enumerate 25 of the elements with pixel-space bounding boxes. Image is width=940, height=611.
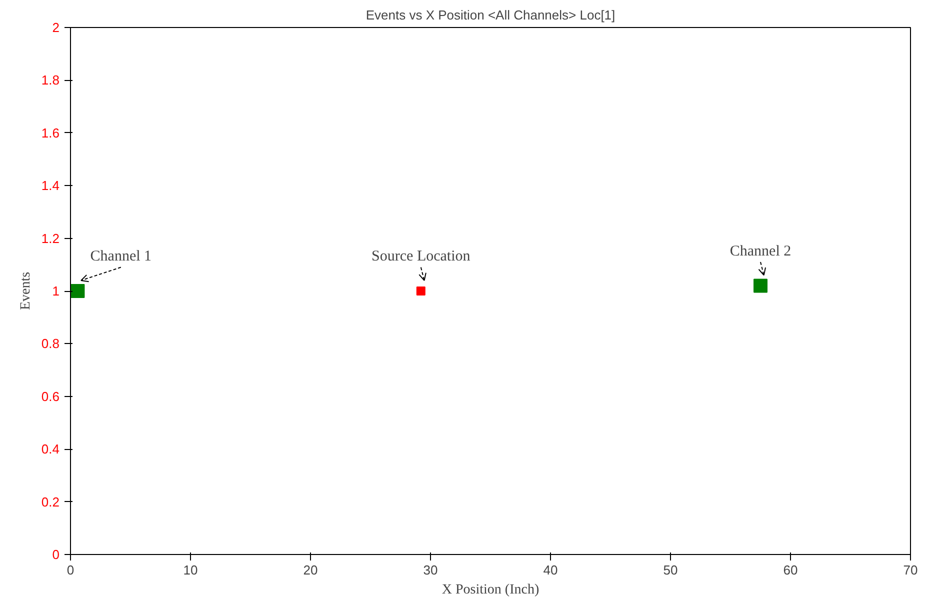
x-tick-label: 10 <box>183 562 198 578</box>
y-tick-label: 0.4 <box>41 442 60 457</box>
y-tick-label: 1.4 <box>41 178 60 194</box>
y-tick-label: 1.8 <box>41 72 60 88</box>
x-tick-label: 70 <box>903 562 918 578</box>
x-tick-label: 0 <box>66 562 74 578</box>
y-tick-label: 0 <box>52 547 60 562</box>
y-tick-label: 1 <box>52 284 60 298</box>
y-tick-label: 1.2 <box>41 230 60 246</box>
annotation: Source Location <box>372 248 471 265</box>
y-tick-label: 2 <box>52 20 60 35</box>
x-tick-label: 40 <box>543 562 558 578</box>
x-tick-label: 20 <box>303 562 318 578</box>
y-tick-label: 0.2 <box>41 494 60 510</box>
y-tick-label: 0.8 <box>41 336 60 352</box>
chart-title: Events vs X Position <All Channels> Loc[1] <box>366 8 616 22</box>
annotation: Channel 1 <box>90 248 152 265</box>
annotation: Channel 2 <box>730 243 792 260</box>
y-tick-label: 1.6 <box>41 125 60 140</box>
x-tick-label: 50 <box>663 562 678 578</box>
y-axis-title: Events <box>18 272 34 310</box>
x-tick-label: 30 <box>423 562 438 578</box>
x-tick-label: 60 <box>783 562 798 578</box>
y-tick-label: 0.6 <box>41 388 60 404</box>
x-axis-title: X Position (Inch) <box>442 582 540 598</box>
